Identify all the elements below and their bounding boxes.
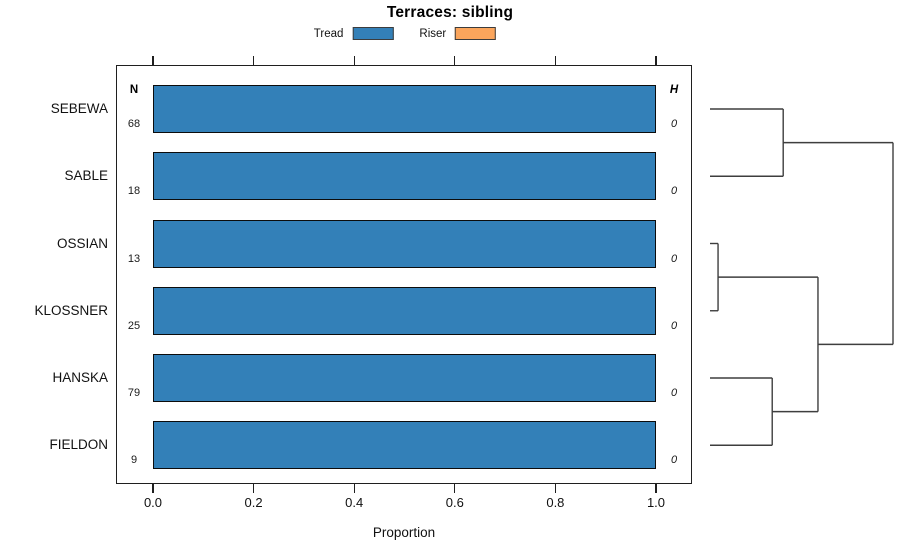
category-label: SEBEWA <box>50 101 108 116</box>
legend-label-tread: Tread <box>313 27 344 40</box>
n-value: 79 <box>127 387 141 399</box>
h-value: 0 <box>670 319 678 332</box>
bar-segment-tread <box>153 421 656 470</box>
top-tick-mark <box>454 56 456 65</box>
h-value: 0 <box>670 387 678 399</box>
bottom-tick-mark <box>353 484 355 493</box>
category-label: SABLE <box>64 168 108 184</box>
legend-label-riser: Riser <box>419 27 447 40</box>
bar-segment-tread <box>153 286 656 335</box>
legend-swatch-tread <box>352 27 394 40</box>
x-tick-label: 1.0 <box>646 495 666 510</box>
bottom-tick-mark <box>655 484 657 493</box>
h-value: 0 <box>670 118 678 130</box>
bar-segment-tread <box>153 354 656 402</box>
bottom-tick-mark <box>454 484 456 493</box>
h-value: 0 <box>670 185 678 198</box>
bar-segment-tread <box>153 85 656 133</box>
top-tick-mark <box>152 56 154 65</box>
category-label: OSSIAN <box>56 235 108 251</box>
top-tick-mark <box>353 56 355 65</box>
legend: Tread Riser <box>314 27 497 40</box>
x-tick-label: 0.8 <box>546 495 565 510</box>
category-label: KLOSSNER <box>34 302 108 318</box>
chart-title: Terraces: sibling <box>386 4 514 21</box>
legend-item-tread: Tread <box>314 27 394 40</box>
h-column-header: H <box>669 84 679 96</box>
n-value: 13 <box>127 252 141 265</box>
x-tick-label: 0.0 <box>143 495 163 510</box>
x-tick-label: 0.6 <box>445 495 464 510</box>
category-label: FIELDON <box>49 437 108 453</box>
bar-segment-tread <box>153 152 656 201</box>
n-value: 18 <box>127 185 141 198</box>
top-tick-mark <box>252 56 255 65</box>
bottom-tick-mark <box>252 484 255 493</box>
bar-segment-tread <box>153 219 656 268</box>
n-column-header: N <box>129 84 139 96</box>
x-tick-label: 0.2 <box>244 495 263 510</box>
bottom-tick-mark <box>554 484 557 493</box>
category-label: HANSKA <box>52 370 108 385</box>
bottom-tick-mark <box>152 484 154 493</box>
x-axis-title: Proportion <box>372 525 436 540</box>
n-value: 68 <box>127 118 141 130</box>
legend-item-riser: Riser <box>419 27 497 40</box>
top-tick-mark <box>554 56 557 65</box>
h-value: 0 <box>670 454 678 467</box>
top-tick-mark <box>655 56 657 65</box>
h-value: 0 <box>670 252 678 265</box>
legend-swatch-riser <box>455 27 497 40</box>
n-value: 25 <box>127 319 141 332</box>
n-value: 9 <box>130 454 138 467</box>
plot-panel <box>116 65 692 484</box>
x-tick-label: 0.4 <box>345 495 364 510</box>
